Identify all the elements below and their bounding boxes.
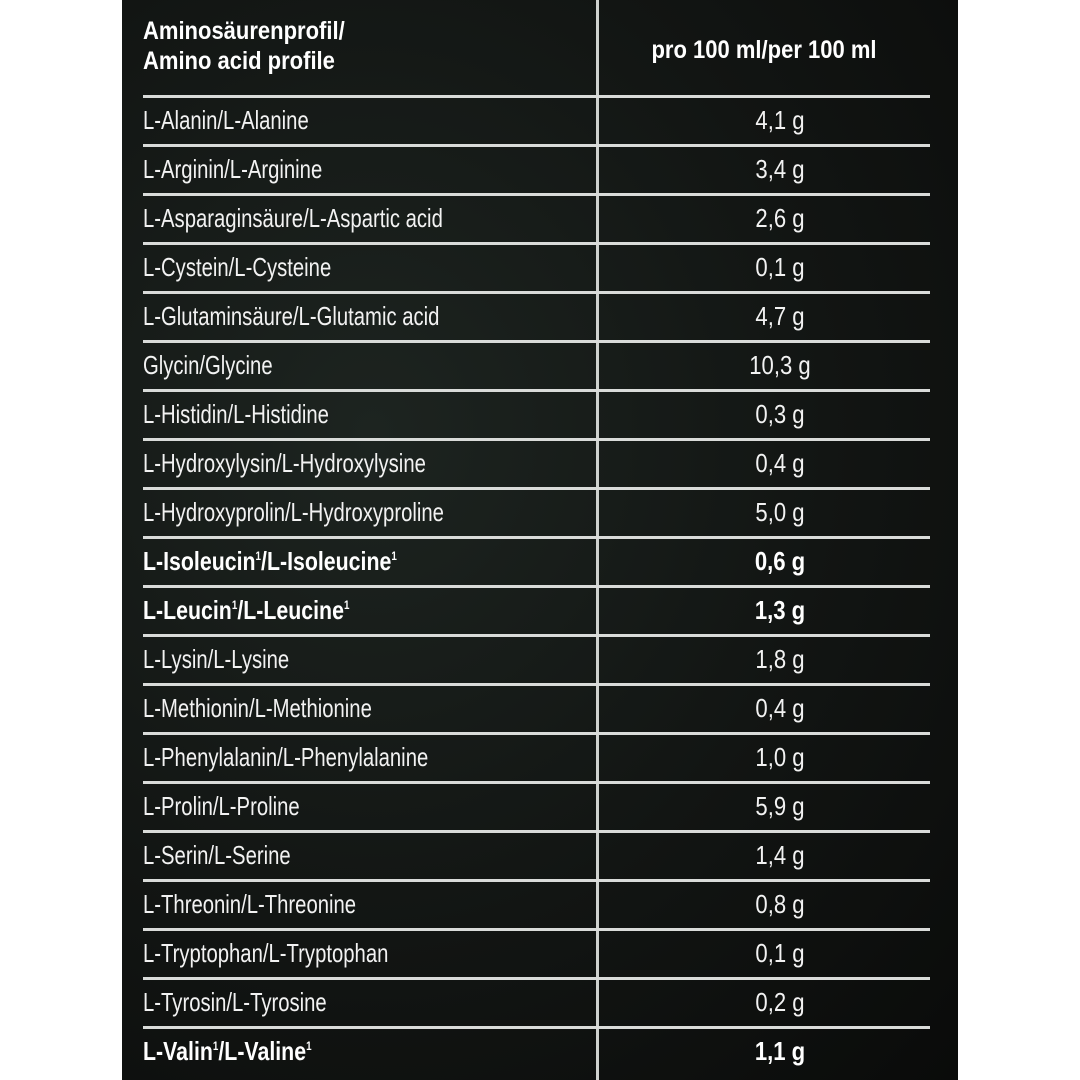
table-row: L-Threonin/L-Threonine 0,8 g [0,879,1080,930]
table-row: L-Glutaminsäure/L-Glutamic acid 4,7 g [0,291,1080,342]
amino-acid-value: 0,8 g [755,889,805,919]
amino-acid-name: L-Phenylalanin/L-Phenylalanine [143,742,429,772]
table-row: L-Prolin/L-Proline 5,9 g [0,781,1080,832]
table-row: L-Cystein/L-Cysteine 0,1 g [0,242,1080,293]
table-row: L-Methionin/L-Methionine 0,4 g [0,683,1080,734]
table-row: L-Lysin/L-Lysine 1,8 g [0,634,1080,685]
amino-acid-name: L-Hydroxyprolin/L-Hydroxyproline [143,497,444,527]
table-row: L-Isoleucin1/L-Isoleucine1 0,6 g [0,536,1080,587]
amino-acid-name: L-Valin1/L-Valine1 [143,1036,312,1066]
table-row: L-Tryptophan/L-Tryptophan 0,1 g [0,928,1080,979]
amino-acid-value: 4,1 g [755,105,805,135]
amino-acid-value: 1,3 g [754,595,806,625]
table-row: L-Hydroxyprolin/L-Hydroxyproline 5,0 g [0,487,1080,538]
amino-acid-name: L-Histidin/L-Histidine [143,399,329,429]
amino-acid-value: 1,1 g [754,1036,806,1066]
amino-acid-name: L-Tyrosin/L-Tyrosine [143,987,327,1017]
table-row: L-Alanin/L-Alanine 4,1 g [0,95,1080,146]
header-line-de: Aminosäurenprofil/ [143,17,345,45]
amino-acid-value: 0,6 g [754,546,806,576]
header-amino-acid-profile: Aminosäurenprofil/ Amino acid profile [143,16,345,76]
amino-acid-value: 1,4 g [755,840,805,870]
table-row: L-Serin/L-Serine 1,4 g [0,830,1080,881]
amino-acid-value: 5,9 g [755,791,805,821]
header-per-100ml: pro 100 ml/per 100 ml [651,36,877,64]
amino-acid-name: L-Threonin/L-Threonine [143,889,357,919]
amino-acid-value: 0,1 g [755,252,805,282]
amino-acid-name: Glycin/Glycine [143,350,273,380]
amino-acid-name: L-Lysin/L-Lysine [143,644,290,674]
table-row: L-Tyrosin/L-Tyrosine 0,2 g [0,977,1080,1028]
amino-acid-name: L-Tryptophan/L-Tryptophan [143,938,389,968]
amino-acid-value: 0,1 g [755,938,805,968]
table-row: L-Hydroxylysin/L-Hydroxylysine 0,4 g [0,438,1080,489]
header-line-en: Amino acid profile [143,47,335,75]
table-header: Aminosäurenprofil/ Amino acid profile pr… [0,0,1080,97]
amino-acid-value: 0,2 g [755,987,805,1017]
column-divider [596,0,599,1080]
amino-acid-value: 1,0 g [755,742,805,772]
table-row: L-Asparaginsäure/L-Aspartic acid 2,6 g [0,193,1080,244]
amino-acid-name: L-Methionin/L-Methionine [143,693,372,723]
amino-acid-name: L-Arginin/L-Arginine [143,154,323,184]
table-row: L-Arginin/L-Arginine 3,4 g [0,144,1080,195]
amino-acid-name: L-Hydroxylysin/L-Hydroxylysine [143,448,426,478]
amino-acid-name: L-Glutaminsäure/L-Glutamic acid [143,301,440,331]
table-panel [122,0,958,1080]
amino-acid-value: 0,4 g [755,448,805,478]
amino-acid-value: 10,3 g [749,350,811,380]
amino-acid-value: 0,3 g [755,399,805,429]
amino-acid-value: 2,6 g [755,203,805,233]
table-row: L-Valin1/L-Valine1 1,1 g [0,1026,1080,1077]
table-row: L-Phenylalanin/L-Phenylalanine 1,0 g [0,732,1080,783]
amino-acid-name: L-Alanin/L-Alanine [143,105,309,135]
amino-acid-value: 3,4 g [755,154,805,184]
amino-acid-name: L-Cystein/L-Cysteine [143,252,332,282]
amino-acid-value: 0,4 g [755,693,805,723]
table-row: Glycin/Glycine 10,3 g [0,340,1080,391]
amino-acid-name: L-Prolin/L-Proline [143,791,300,821]
amino-acid-name: L-Asparaginsäure/L-Aspartic acid [143,203,443,233]
amino-acid-name: L-Serin/L-Serine [143,840,291,870]
amino-acid-value: 5,0 g [755,497,805,527]
table-row: L-Leucin1/L-Leucine1 1,3 g [0,585,1080,636]
amino-acid-value: 1,8 g [755,644,805,674]
table-row: L-Histidin/L-Histidine 0,3 g [0,389,1080,440]
amino-acid-value: 4,7 g [755,301,805,331]
amino-acid-name: L-Isoleucin1/L-Isoleucine1 [143,546,397,576]
amino-acid-name: L-Leucin1/L-Leucine1 [143,595,350,625]
